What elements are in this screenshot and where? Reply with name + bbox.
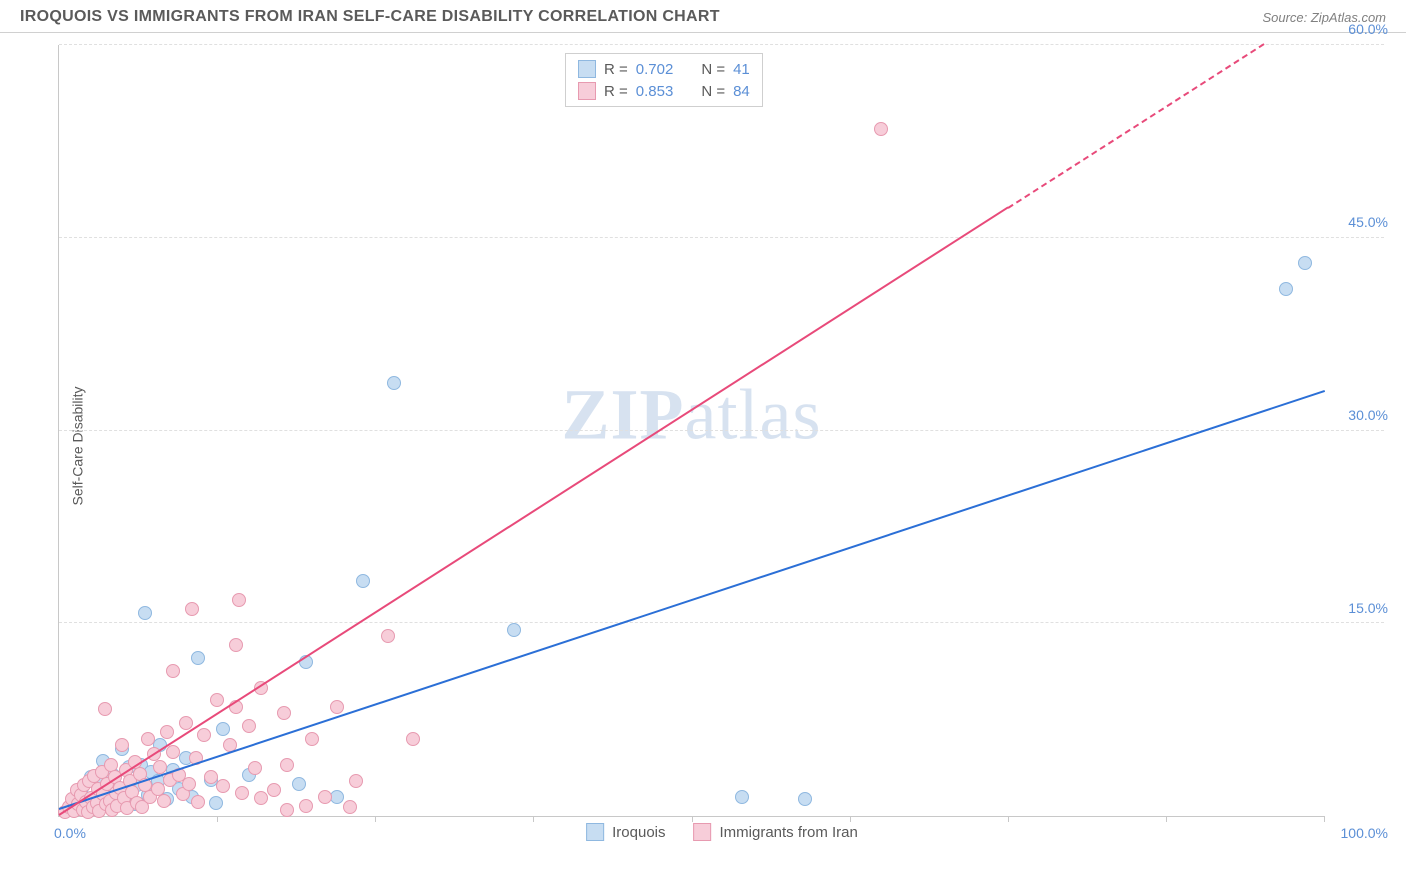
data-point [330, 790, 344, 804]
gridline [59, 430, 1384, 431]
legend-series: Iroquois Immigrants from Iran [586, 823, 858, 841]
legend-correlation: R = 0.702 N = 41 R = 0.853 N = 84 [565, 53, 763, 107]
legend-row: R = 0.702 N = 41 [578, 58, 750, 80]
data-point [104, 758, 118, 772]
data-point [299, 799, 313, 813]
gridline [59, 622, 1384, 623]
data-point [182, 777, 196, 791]
data-point [235, 786, 249, 800]
data-point [204, 770, 218, 784]
legend-n-value: 41 [733, 61, 750, 78]
data-point [216, 779, 230, 793]
legend-n-label: N = [701, 83, 725, 100]
plot-area: ZIPatlas R = 0.702 N = 41 R = 0.853 N = 84 [58, 45, 1324, 817]
data-point [242, 719, 256, 733]
legend-r-label: R = [604, 61, 628, 78]
watermark-zip: ZIP [562, 375, 685, 455]
data-point [318, 790, 332, 804]
data-point [381, 629, 395, 643]
legend-swatch [586, 823, 604, 841]
legend-swatch [578, 82, 596, 100]
data-point [166, 664, 180, 678]
watermark-atlas: atlas [685, 375, 822, 455]
data-point [210, 693, 224, 707]
x-tick [1166, 816, 1167, 822]
data-point [330, 700, 344, 714]
data-point [166, 745, 180, 759]
data-point [874, 122, 888, 136]
x-tick [1324, 816, 1325, 822]
data-point [292, 777, 306, 791]
legend-row: R = 0.853 N = 84 [578, 80, 750, 102]
legend-r-value: 0.853 [636, 83, 674, 100]
data-point [798, 792, 812, 806]
data-point [387, 376, 401, 390]
data-point [191, 651, 205, 665]
x-tick [850, 816, 851, 822]
data-point [115, 738, 129, 752]
data-point [280, 758, 294, 772]
x-tick [375, 816, 376, 822]
data-point [141, 732, 155, 746]
legend-item: Iroquois [586, 823, 665, 841]
legend-r-label: R = [604, 83, 628, 100]
trend-line [1007, 43, 1264, 209]
y-tick-label: 30.0% [1348, 407, 1388, 423]
chart-area: ZIPatlas R = 0.702 N = 41 R = 0.853 N = 84 15.0… [50, 45, 1394, 847]
data-point [98, 702, 112, 716]
gridline [59, 44, 1384, 45]
data-point [248, 761, 262, 775]
data-point [277, 706, 291, 720]
watermark: ZIPatlas [562, 374, 822, 457]
data-point [191, 795, 205, 809]
data-point [305, 732, 319, 746]
data-point [160, 725, 174, 739]
legend-label: Immigrants from Iran [720, 824, 858, 841]
data-point [349, 774, 363, 788]
y-tick-label: 15.0% [1348, 600, 1388, 616]
legend-swatch [578, 60, 596, 78]
legend-n-label: N = [701, 61, 725, 78]
legend-label: Iroquois [612, 824, 665, 841]
trend-line [59, 389, 1326, 809]
data-point [267, 783, 281, 797]
data-point [735, 790, 749, 804]
chart-title: IROQUOIS VS IMMIGRANTS FROM IRAN SELF-CA… [20, 8, 720, 26]
data-point [185, 602, 199, 616]
legend-n-value: 84 [733, 83, 750, 100]
data-point [197, 728, 211, 742]
data-point [229, 638, 243, 652]
gridline [59, 237, 1384, 238]
data-point [1279, 282, 1293, 296]
data-point [232, 593, 246, 607]
y-tick-label: 45.0% [1348, 214, 1388, 230]
y-tick-label: 60.0% [1348, 21, 1388, 37]
legend-r-value: 0.702 [636, 61, 674, 78]
x-origin-label: 0.0% [54, 825, 86, 841]
data-point [254, 791, 268, 805]
data-point [280, 803, 294, 817]
x-tick [692, 816, 693, 822]
data-point [216, 722, 230, 736]
data-point [209, 796, 223, 810]
data-point [343, 800, 357, 814]
data-point [356, 574, 370, 588]
chart-header: IROQUOIS VS IMMIGRANTS FROM IRAN SELF-CA… [0, 0, 1406, 33]
trend-line [58, 206, 1009, 816]
x-tick [533, 816, 534, 822]
x-tick [1008, 816, 1009, 822]
legend-item: Immigrants from Iran [694, 823, 858, 841]
data-point [507, 623, 521, 637]
legend-swatch [694, 823, 712, 841]
x-tick [217, 816, 218, 822]
data-point [157, 794, 171, 808]
x-max-label: 100.0% [1341, 825, 1388, 841]
data-point [406, 732, 420, 746]
data-point [1298, 256, 1312, 270]
data-point [138, 606, 152, 620]
